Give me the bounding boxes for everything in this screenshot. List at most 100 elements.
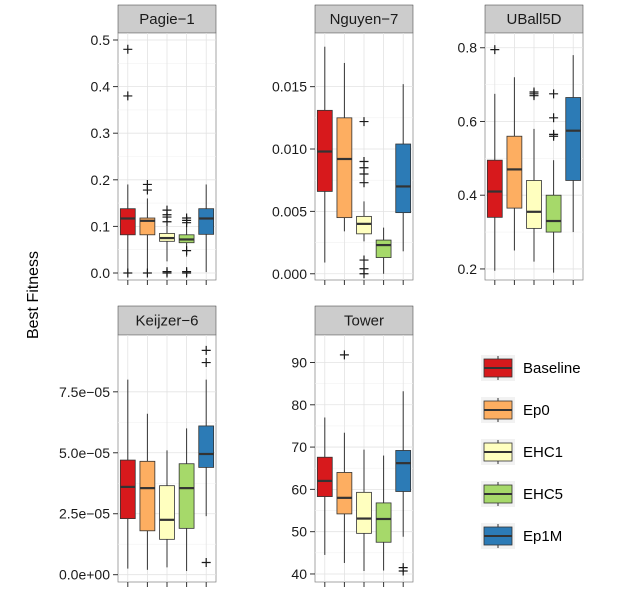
box-baseline xyxy=(119,44,136,278)
facet-title: Tower xyxy=(344,313,384,330)
box-iqr xyxy=(526,180,542,229)
box-ep1m xyxy=(198,345,215,567)
box-ehc5 xyxy=(545,89,562,273)
facet-strip xyxy=(314,4,414,34)
box-iqr xyxy=(356,491,372,534)
y-tick-label: 0.0 xyxy=(91,265,111,281)
y-tick-label: 80 xyxy=(291,397,307,413)
box-iqr xyxy=(336,117,353,219)
box-iqr xyxy=(565,97,582,181)
box-ep1m xyxy=(395,84,412,252)
box-baseline xyxy=(316,46,333,263)
box-iqr xyxy=(395,450,412,492)
box-iqr xyxy=(486,159,503,218)
outlier-point xyxy=(359,255,369,265)
y-tick-label: 50 xyxy=(291,524,307,540)
y-tick-label: 0.2 xyxy=(91,172,111,188)
box-ehc1 xyxy=(526,87,542,262)
outlier-point xyxy=(359,264,369,274)
outlier-point xyxy=(182,246,192,256)
outlier-point xyxy=(142,268,152,278)
y-tick-label: 0.8 xyxy=(458,40,478,56)
box-ep0 xyxy=(336,62,353,232)
outlier-point xyxy=(123,44,133,54)
facet-title: Nguyen−7 xyxy=(330,11,399,28)
box-ep1m xyxy=(395,391,412,576)
y-tick-label: 0.6 xyxy=(458,113,478,129)
outlier-point xyxy=(549,129,559,139)
legend: Baseline Ep0 EHC1 EHC5 Ep1M xyxy=(481,355,581,549)
outlier-point xyxy=(201,358,211,368)
outlier-point xyxy=(162,205,172,215)
legend-label: EHC5 xyxy=(523,486,563,503)
y-tick-label: 0.005 xyxy=(272,203,307,219)
box-iqr xyxy=(506,135,523,209)
box-iqr xyxy=(356,215,372,235)
outlier-point xyxy=(339,350,349,360)
legend-item-baseline: Baseline xyxy=(481,355,581,381)
outlier-point xyxy=(529,87,539,97)
outlier-point xyxy=(359,156,369,166)
facet-title: UBall5D xyxy=(506,11,561,28)
y-tick-label: 0.5 xyxy=(91,32,111,48)
y-tick-label: 0.0e+00 xyxy=(59,567,110,583)
outlier-point xyxy=(201,345,211,355)
y-tick-label: 0.4 xyxy=(91,79,111,95)
y-tick-label: 2.5e−05 xyxy=(59,506,110,522)
box-ehc5 xyxy=(375,455,392,571)
facet-panels: Pagie−1 0.0 0.1 0.2 0.3 0.4 0.5 Nguyen−7 0.000 0.… xyxy=(59,4,584,587)
legend-item-ehc1: EHC1 xyxy=(481,439,563,465)
legend-label: Ep1M xyxy=(523,528,562,545)
outlier-point xyxy=(549,113,559,123)
box-baseline xyxy=(119,379,136,569)
box-iqr xyxy=(395,143,412,214)
box-ehc1 xyxy=(159,205,175,278)
y-tick-label: 0.010 xyxy=(272,141,307,157)
box-iqr xyxy=(119,459,136,520)
outlier-point xyxy=(359,178,369,188)
outlier-point xyxy=(182,213,192,223)
legend-item-ep0: Ep0 xyxy=(481,397,550,423)
legend-label: Baseline xyxy=(523,360,581,377)
box-ehc1 xyxy=(356,117,372,279)
legend-item-ep1m: Ep1M xyxy=(481,523,562,549)
box-ep0 xyxy=(139,179,156,278)
legend-item-ehc5: EHC5 xyxy=(481,481,563,507)
facet-strip xyxy=(314,305,414,336)
y-tick-label: 0.2 xyxy=(458,261,478,277)
box-ehc5 xyxy=(375,227,392,274)
box-ep1m xyxy=(565,55,582,233)
y-tick-label: 90 xyxy=(291,354,307,370)
y-tick-label: 7.5e−05 xyxy=(59,384,110,400)
outlier-point xyxy=(359,117,369,127)
facet-strip xyxy=(117,305,217,336)
outlier-point xyxy=(162,267,172,277)
box-iqr xyxy=(119,208,136,236)
facet-strip xyxy=(484,4,584,34)
box-iqr xyxy=(198,208,215,235)
box-ep1m xyxy=(198,184,215,273)
y-tick-label: 0.4 xyxy=(458,187,478,203)
box-iqr xyxy=(375,239,392,258)
facet-title: Pagie−1 xyxy=(139,11,194,28)
box-ep0 xyxy=(139,413,156,570)
y-tick-label: 0.000 xyxy=(272,266,307,282)
facet-strip xyxy=(117,4,217,34)
facet-panel: Pagie−1 0.0 0.1 0.2 0.3 0.4 0.5 xyxy=(91,4,217,285)
box-iqr xyxy=(178,463,195,529)
facet-title: Keijzer−6 xyxy=(136,313,199,330)
box-iqr xyxy=(336,472,353,515)
y-tick-label: 5.0e−05 xyxy=(59,445,110,461)
facet-panel: UBall5D 0.2 0.4 0.6 0.8 xyxy=(458,4,584,285)
outlier-point xyxy=(142,179,152,189)
y-axis-label: Best Fitness xyxy=(25,251,42,339)
legend-label: Ep0 xyxy=(523,402,550,419)
box-iqr xyxy=(159,485,175,540)
box-ep0 xyxy=(336,350,353,563)
outlier-point xyxy=(549,89,559,99)
outlier-point xyxy=(398,563,408,573)
y-tick-label: 60 xyxy=(291,481,307,497)
y-tick-label: 0.1 xyxy=(91,218,111,234)
box-ep0 xyxy=(506,77,523,251)
box-iqr xyxy=(316,456,333,497)
